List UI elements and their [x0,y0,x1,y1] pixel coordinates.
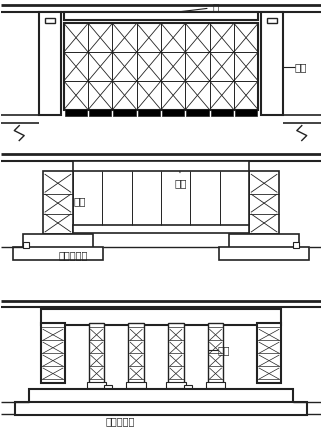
Text: 立柱: 立柱 [74,196,86,206]
Bar [64,23,258,110]
Bar [162,109,184,116]
Bar [113,109,136,116]
Text: 棁: 棁 [178,2,219,12]
Text: 混凝土基础: 混凝土基础 [106,416,135,426]
Bar [45,18,55,23]
Bar [249,171,279,234]
Bar [186,109,209,116]
Bar [41,323,65,383]
Bar [293,242,299,248]
Bar [89,323,105,383]
Bar [13,247,102,260]
Bar [15,402,307,415]
Bar [23,242,29,248]
Bar [235,109,257,116]
Bar [105,385,112,390]
Bar [220,247,309,260]
Bar [206,382,225,388]
Bar [43,171,73,234]
Bar [87,382,107,388]
Bar [23,234,93,248]
Text: 钓架: 钓架 [175,171,187,188]
Bar [257,323,281,383]
Text: 立柱: 立柱 [217,345,230,355]
Bar [138,109,160,116]
Bar [184,385,192,390]
Bar [128,323,144,383]
Bar [229,234,299,248]
Text: 立柱: 立柱 [295,62,307,72]
Bar [39,12,61,115]
Bar [29,389,293,403]
Bar [168,323,184,383]
Bar [126,382,146,388]
Bar [166,382,186,388]
Bar [73,161,249,171]
Bar [41,309,281,325]
Bar [261,12,283,115]
Text: 混凝土基础: 混凝土基础 [59,250,88,260]
Bar [267,18,277,23]
Bar [65,109,87,116]
Bar [64,12,258,20]
Bar [211,109,233,116]
Bar [89,109,111,116]
Bar [73,225,249,233]
Bar [208,323,223,383]
